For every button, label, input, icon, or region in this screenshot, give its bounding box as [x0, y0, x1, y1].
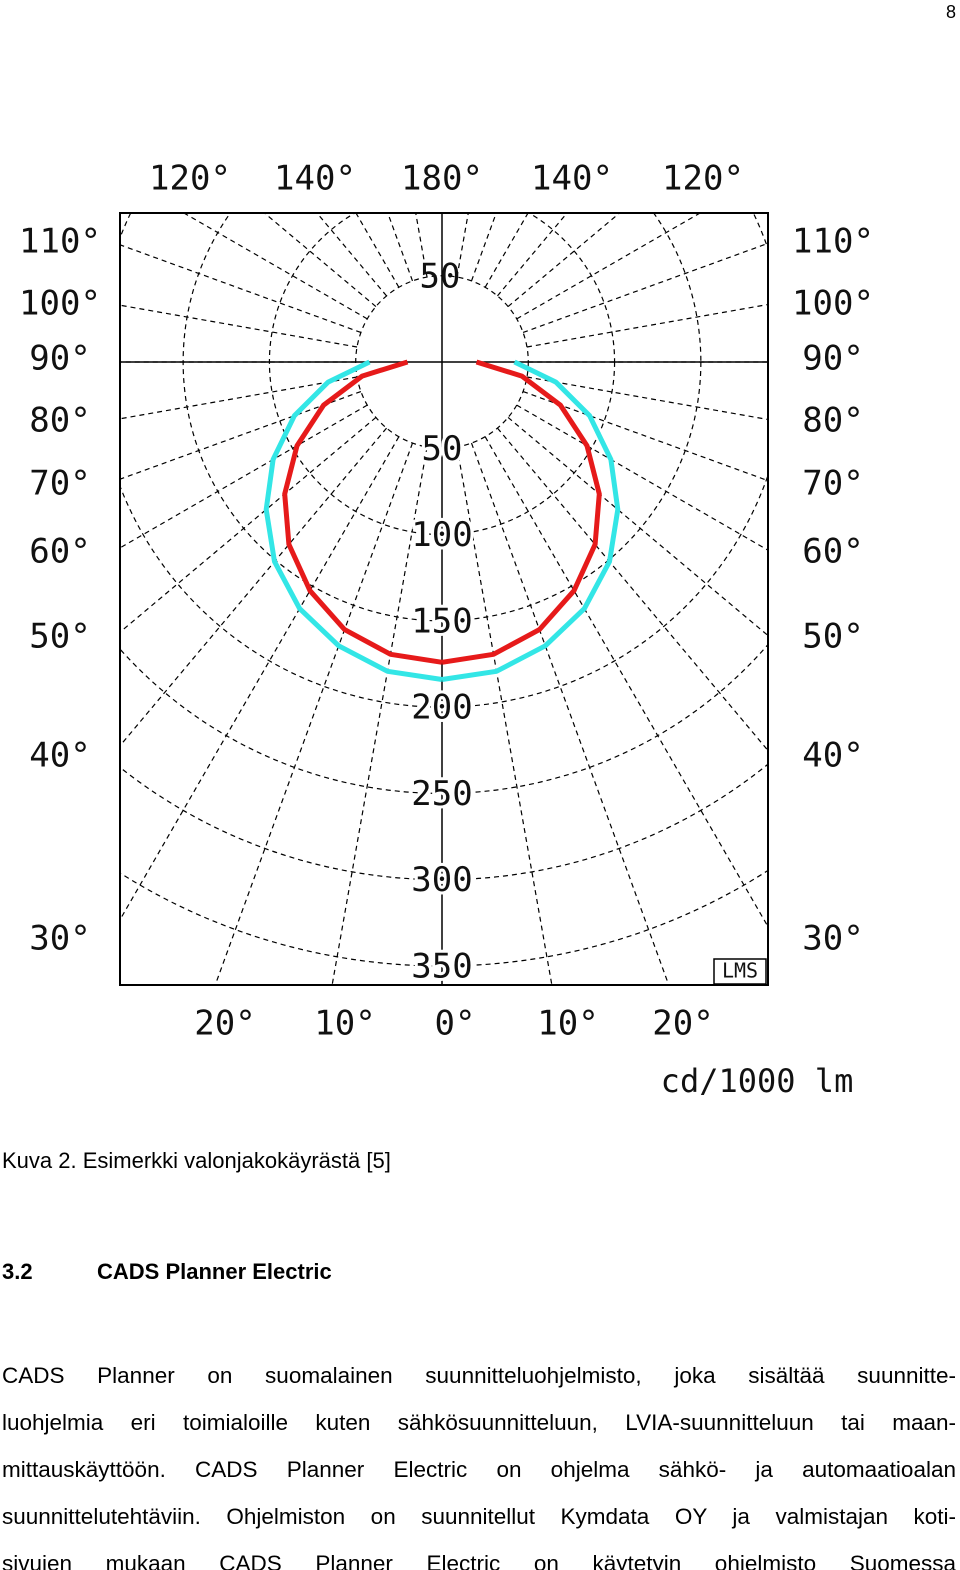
radial-line: [415, 213, 428, 278]
heading-title: CADS Planner Electric: [97, 1259, 332, 1284]
angle-label: 20°: [652, 1004, 713, 1044]
angle-label: 10°: [314, 1004, 375, 1044]
page-number: 8: [945, 2, 956, 22]
paragraph-line: suunnittelutehtäviin. Ohjelmiston on suu…: [2, 1504, 956, 1529]
paragraph-line: luohjelmia eri toimialoille kuten sähkös…: [2, 1410, 956, 1435]
paragraph-line: CADS Planner on suomalainen suunnitteluo…: [2, 1363, 956, 1388]
angle-label: 30°: [802, 919, 863, 959]
angle-label: 120°: [662, 159, 744, 199]
angle-label: 40°: [802, 736, 863, 776]
r-tick-label: 350: [411, 947, 472, 987]
angle-label: 100°: [19, 284, 101, 324]
angle-label: 40°: [29, 736, 90, 776]
radial-line: [456, 213, 469, 278]
logo: LMS: [722, 959, 758, 983]
r-tick-label: 100: [411, 515, 472, 555]
angle-label: 80°: [802, 401, 863, 441]
angle-label: 60°: [29, 532, 90, 572]
angle-label: 100°: [792, 284, 874, 324]
r-tick-label: 300: [411, 860, 472, 900]
unit-label: cd/1000 lm: [661, 1062, 854, 1100]
angle-label: 80°: [29, 401, 90, 441]
angle-label: 50°: [29, 617, 90, 657]
angle-label: 120°: [149, 159, 231, 199]
angle-label: 140°: [531, 159, 613, 199]
angle-label: 110°: [19, 222, 101, 262]
angle-label: 70°: [29, 464, 90, 504]
radial-line: [516, 404, 768, 551]
radial-line: [387, 213, 414, 282]
r-tick-label: 50: [420, 257, 461, 297]
angle-label: 60°: [802, 532, 863, 572]
r-tick-label: 200: [411, 688, 472, 728]
radial-line: [522, 390, 768, 482]
paragraph-line: mittauskäyttöön. CADS Planner Electric o…: [2, 1457, 956, 1482]
radial-line: [507, 417, 768, 637]
r-tick-label: 50: [422, 429, 463, 469]
radial-line: [497, 213, 568, 297]
angle-label: 20°: [194, 1004, 255, 1044]
intensity-curve: [263, 359, 443, 682]
angle-label: 110°: [792, 222, 874, 262]
r-tick-label: 150: [411, 601, 472, 641]
angle-label: 0°: [435, 1004, 476, 1044]
radial-line: [507, 213, 621, 307]
intensity-curve: [441, 359, 602, 665]
angle-label: 50°: [802, 617, 863, 657]
logo-box: [713, 958, 767, 985]
angle-label: 180°: [401, 159, 483, 199]
caption: Kuva 2. Esimerkki valonjakokäyrästä [5]: [2, 1148, 391, 1173]
frame: [119, 212, 769, 986]
angle-label: 90°: [29, 339, 90, 379]
paragraph: CADS Planner on suomalainen suunnitteluo…: [2, 1352, 956, 1570]
intensity-curve: [441, 359, 621, 682]
angle-label: 70°: [802, 464, 863, 504]
intensity-curve: [282, 359, 443, 665]
heading-number: 3.2: [2, 1259, 33, 1284]
angle-label: 30°: [29, 919, 90, 959]
radial-line: [470, 213, 497, 282]
figure: 50 100 150 200 250 300 350 120° 140° 180° 140° 120°…: [19, 159, 874, 1101]
angle-label: 90°: [802, 339, 863, 379]
r-tick-label: 250: [411, 774, 472, 814]
angle-label: 10°: [537, 1004, 598, 1044]
angle-label: 140°: [274, 159, 356, 199]
paragraph-line: sivujen mukaan CADS Planner Electric on …: [2, 1551, 956, 1570]
